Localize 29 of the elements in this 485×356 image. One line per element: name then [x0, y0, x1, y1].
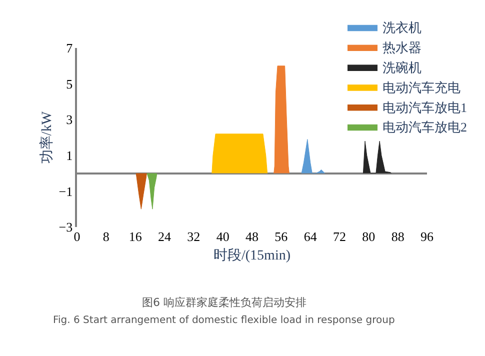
legend-label: 电动汽车放电1	[382, 100, 467, 115]
x-tick-label: 8	[102, 229, 110, 244]
x-tick-label: 40	[216, 229, 230, 244]
y-tick-label: −3	[58, 220, 73, 235]
x-tick-label: 96	[420, 229, 434, 244]
x-tick-label: 16	[128, 229, 142, 244]
x-tick-label: 56	[274, 229, 288, 244]
y-tick-label: −1	[58, 184, 73, 199]
y-tick-label: 5	[66, 76, 73, 92]
x-tick-label: 48	[246, 229, 258, 244]
x-tick-label: 80	[362, 229, 376, 244]
legend-label: 电动汽车放电2	[382, 120, 467, 135]
legend-label: 热水器	[382, 40, 422, 56]
caption: 图6 响应群家庭柔性负荷启动安排	[142, 296, 306, 309]
y-axis-title: 功率/kW	[38, 110, 55, 164]
y-tick-label: 1	[66, 148, 73, 163]
y-tick-label: 7	[66, 40, 74, 56]
x-tick-label: 0	[74, 229, 80, 244]
legend-label: 洗碗机	[382, 60, 422, 76]
y-tick-label: 3	[66, 112, 73, 128]
x-tick-label: 88	[391, 229, 404, 244]
x-tick-label: 72	[333, 229, 346, 244]
x-tick-label: 24	[158, 229, 172, 244]
caption: Fig. 6 Start arrangement of domestic flexible load in response group	[53, 315, 395, 326]
x-axis-title: 时段/(15min)	[214, 247, 291, 264]
x-tick-label: 64	[304, 229, 318, 244]
legend-label: 洗衣机	[382, 20, 422, 36]
x-tick-label: 32	[187, 229, 200, 244]
legend-label: 电动汽车充电	[382, 80, 460, 95]
